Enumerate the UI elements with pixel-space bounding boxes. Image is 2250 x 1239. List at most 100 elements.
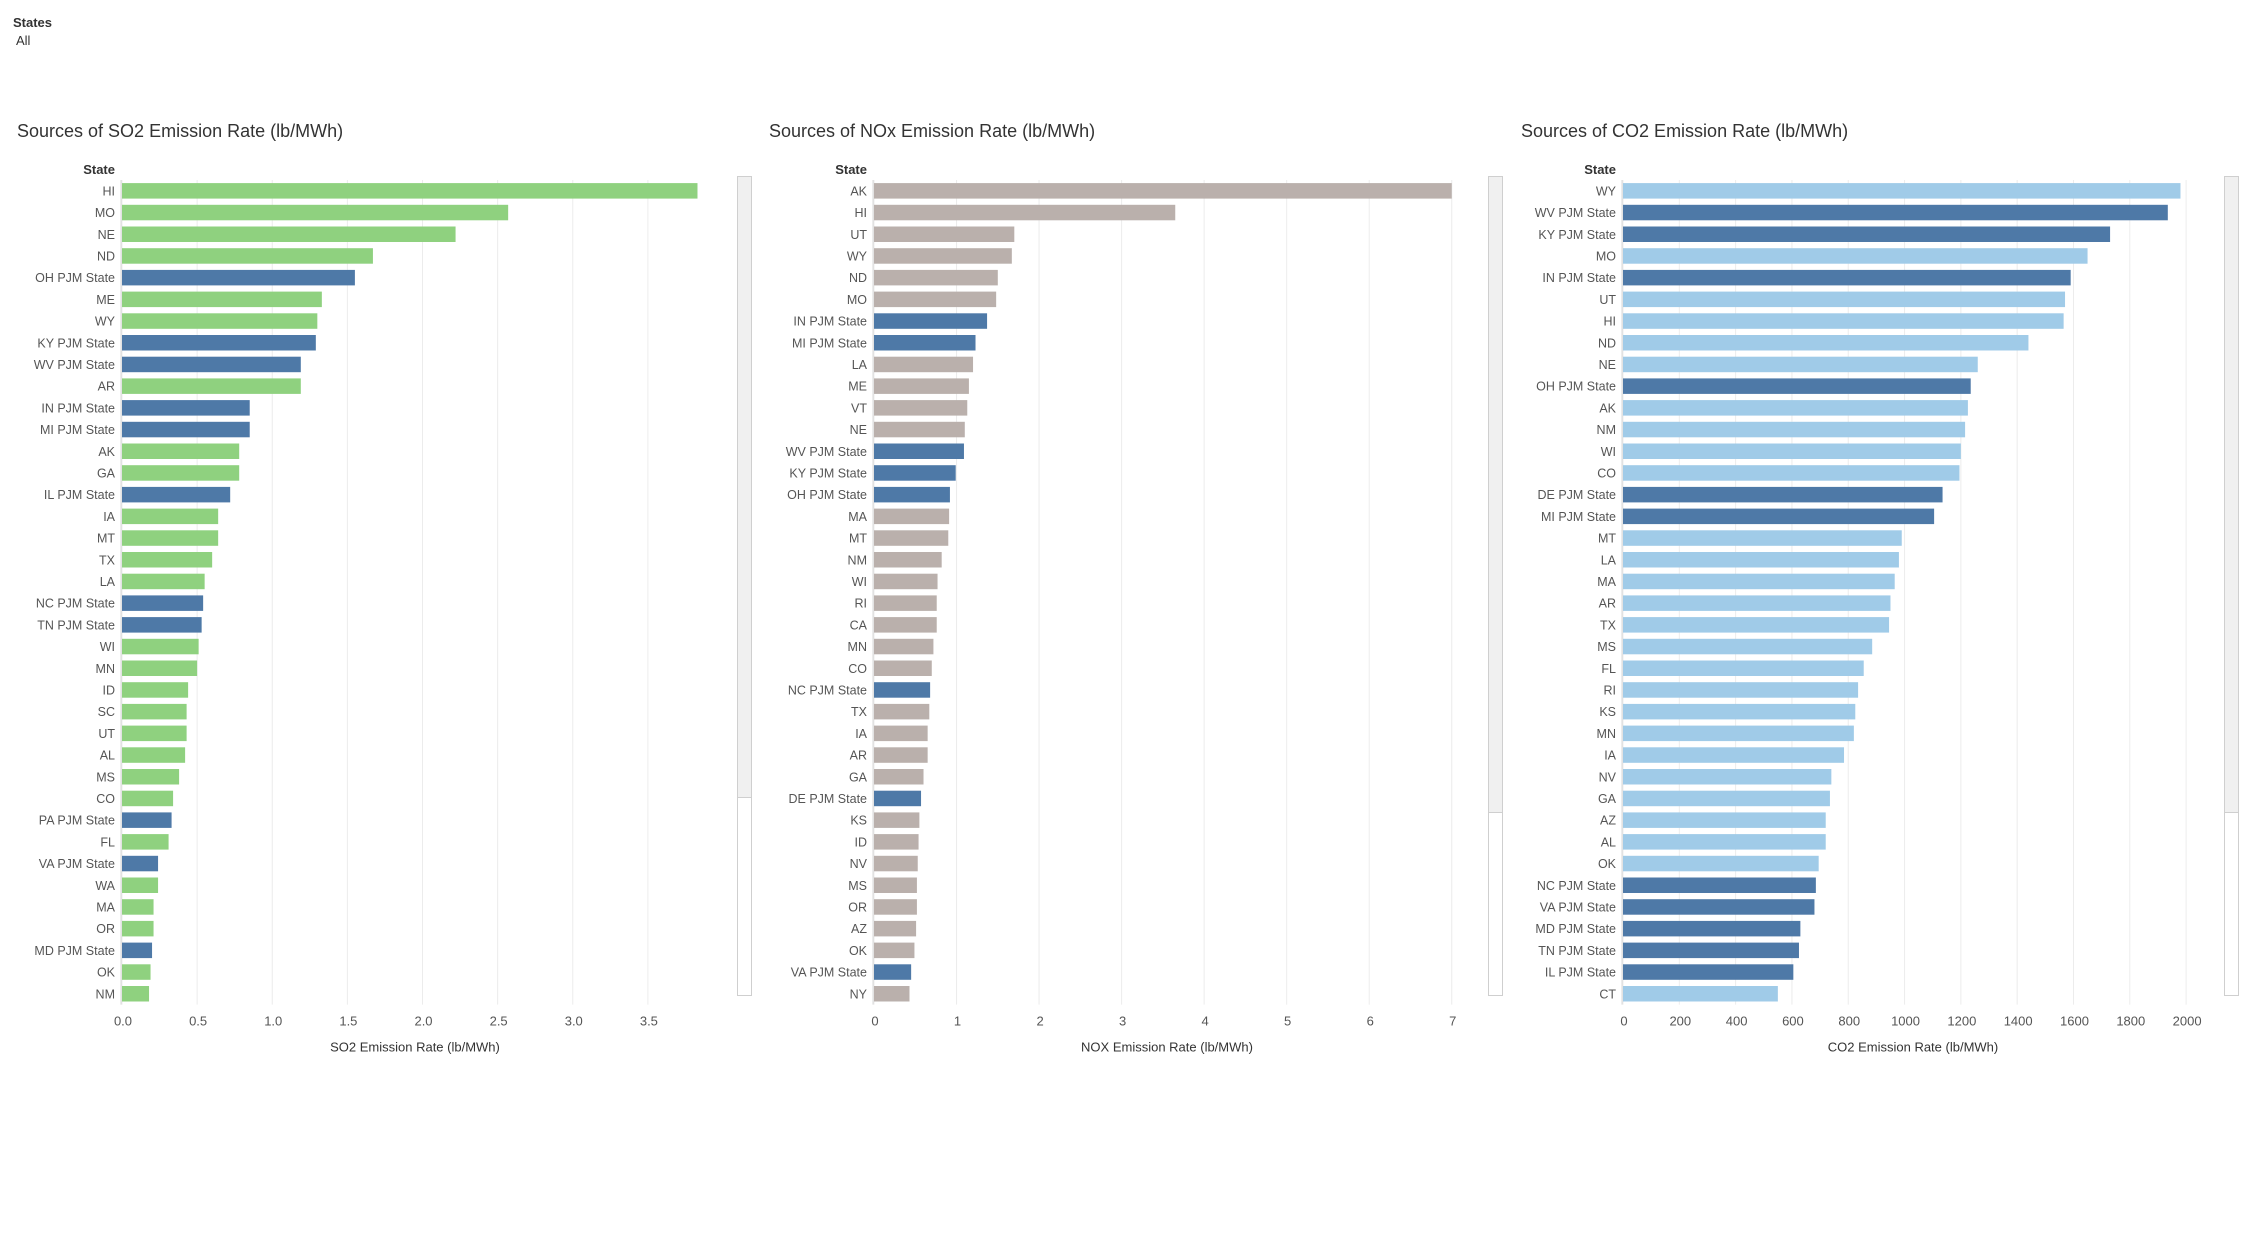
so2-bar-ky-pjm-state[interactable] — [122, 335, 316, 351]
co2-bar-az[interactable] — [1623, 812, 1826, 828]
so2-bar-mo[interactable] — [122, 204, 509, 221]
so2-bar-in-pjm-state[interactable] — [122, 400, 250, 416]
co2-bar-wy[interactable] — [1623, 183, 2181, 199]
nox-bar-wi[interactable] — [874, 573, 938, 590]
so2-bar-tn-pjm-state[interactable] — [122, 617, 202, 633]
co2-bar-ct[interactable] — [1623, 986, 1778, 1002]
co2-bar-il-pjm-state[interactable] — [1623, 964, 1794, 980]
so2-bar-nc-pjm-state[interactable] — [122, 595, 204, 611]
nox-bar-ne[interactable] — [874, 421, 965, 438]
nox-bar-ma[interactable] — [874, 508, 950, 525]
co2-bar-nd[interactable] — [1623, 335, 2029, 351]
nox-bar-tx[interactable] — [874, 703, 930, 720]
so2-bar-wy[interactable] — [122, 313, 318, 329]
so2-bar-mt[interactable] — [122, 530, 219, 546]
nox-bar-ri[interactable] — [874, 595, 937, 611]
so2-bar-nd[interactable] — [122, 248, 373, 264]
states-filter-value[interactable]: All — [16, 33, 31, 48]
so2-bar-ne[interactable] — [122, 226, 456, 243]
nox-bar-ks[interactable] — [874, 812, 920, 828]
nox-bar-in-pjm-state[interactable] — [874, 313, 988, 329]
so2-bar-ok[interactable] — [122, 964, 151, 980]
so2-bar-id[interactable] — [122, 682, 189, 698]
nox-bar-ar[interactable] — [874, 747, 928, 763]
so2-bar-co[interactable] — [122, 790, 174, 807]
nox-bar-or[interactable] — [874, 899, 917, 915]
co2-bar-mt[interactable] — [1623, 530, 1902, 546]
so2-bar-oh-pjm-state[interactable] — [122, 269, 355, 286]
co2-bar-ak[interactable] — [1623, 400, 1968, 416]
co2-bar-hi[interactable] — [1623, 313, 2064, 329]
so2-bar-tx[interactable] — [122, 552, 213, 568]
co2-bar-nv[interactable] — [1623, 769, 1832, 785]
co2-bar-wi[interactable] — [1623, 443, 1961, 460]
nox-bar-co[interactable] — [874, 660, 932, 677]
so2-bar-nm[interactable] — [122, 986, 150, 1002]
so2-chart-scrollbar[interactable] — [737, 176, 752, 996]
co2-bar-oh-pjm-state[interactable] — [1623, 378, 1971, 394]
so2-bar-or[interactable] — [122, 920, 154, 937]
so2-bar-va-pjm-state[interactable] — [122, 855, 159, 872]
co2-bar-fl[interactable] — [1623, 660, 1864, 677]
co2-bar-va-pjm-state[interactable] — [1623, 899, 1815, 915]
so2-bar-mn[interactable] — [122, 660, 198, 677]
nox-bar-nd[interactable] — [874, 269, 998, 286]
co2-bar-ri[interactable] — [1623, 682, 1859, 698]
states-filter[interactable]: States All — [13, 14, 52, 50]
co2-bar-ky-pjm-state[interactable] — [1623, 226, 2111, 243]
so2-bar-wa[interactable] — [122, 877, 159, 894]
so2-bar-ak[interactable] — [122, 443, 240, 460]
co2-scroll-thumb[interactable] — [2225, 177, 2238, 813]
co2-bar-co[interactable] — [1623, 465, 1960, 481]
co2-bar-mo[interactable] — [1623, 248, 2088, 264]
so2-bar-pa-pjm-state[interactable] — [122, 812, 172, 828]
co2-bar-ia[interactable] — [1623, 747, 1845, 763]
nox-bar-va-pjm-state[interactable] — [874, 964, 912, 980]
co2-bar-mn[interactable] — [1623, 725, 1854, 742]
nox-bar-wy[interactable] — [874, 248, 1012, 264]
so2-bar-ms[interactable] — [122, 769, 180, 785]
co2-bar-ms[interactable] — [1623, 638, 1873, 655]
nox-bar-wv-pjm-state[interactable] — [874, 443, 964, 460]
so2-bar-sc[interactable] — [122, 703, 187, 720]
nox-bar-oh-pjm-state[interactable] — [874, 486, 950, 503]
nox-bar-ia[interactable] — [874, 725, 928, 742]
nox-bar-ok[interactable] — [874, 942, 915, 959]
nox-scroll-thumb[interactable] — [1489, 177, 1502, 813]
co2-bar-tx[interactable] — [1623, 617, 1890, 633]
so2-bar-hi[interactable] — [122, 183, 698, 199]
nox-bar-mn[interactable] — [874, 638, 934, 655]
nox-bar-vt[interactable] — [874, 400, 968, 416]
nox-bar-de-pjm-state[interactable] — [874, 790, 922, 807]
nox-bar-hi[interactable] — [874, 204, 1176, 221]
co2-bar-ks[interactable] — [1623, 703, 1856, 720]
co2-bar-ne[interactable] — [1623, 356, 1978, 373]
so2-bar-ut[interactable] — [122, 725, 187, 742]
co2-bar-de-pjm-state[interactable] — [1623, 486, 1943, 503]
so2-bar-wv-pjm-state[interactable] — [122, 356, 301, 373]
nox-bar-ga[interactable] — [874, 769, 924, 785]
co2-bar-mi-pjm-state[interactable] — [1623, 508, 1935, 525]
nox-bar-ut[interactable] — [874, 226, 1015, 243]
co2-bar-la[interactable] — [1623, 552, 1899, 568]
so2-bar-md-pjm-state[interactable] — [122, 942, 153, 959]
nox-bar-id[interactable] — [874, 834, 919, 850]
so2-bar-il-pjm-state[interactable] — [122, 486, 231, 503]
nox-bar-mi-pjm-state[interactable] — [874, 335, 976, 351]
nox-bar-ca[interactable] — [874, 617, 937, 633]
so2-bar-me[interactable] — [122, 291, 322, 308]
nox-bar-ny[interactable] — [874, 986, 910, 1002]
nox-bar-mt[interactable] — [874, 530, 949, 546]
so2-bar-ma[interactable] — [122, 899, 154, 915]
nox-bar-me[interactable] — [874, 378, 969, 394]
nox-bar-ak[interactable] — [874, 183, 1452, 199]
co2-bar-ut[interactable] — [1623, 291, 2066, 308]
so2-bar-fl[interactable] — [122, 834, 169, 850]
co2-bar-nm[interactable] — [1623, 421, 1966, 438]
nox-bar-ky-pjm-state[interactable] — [874, 465, 956, 481]
nox-chart-scrollbar[interactable] — [1488, 176, 1503, 996]
co2-bar-ar[interactable] — [1623, 595, 1891, 611]
so2-bar-ia[interactable] — [122, 508, 219, 525]
co2-bar-ma[interactable] — [1623, 573, 1895, 590]
co2-chart-scrollbar[interactable] — [2224, 176, 2239, 996]
